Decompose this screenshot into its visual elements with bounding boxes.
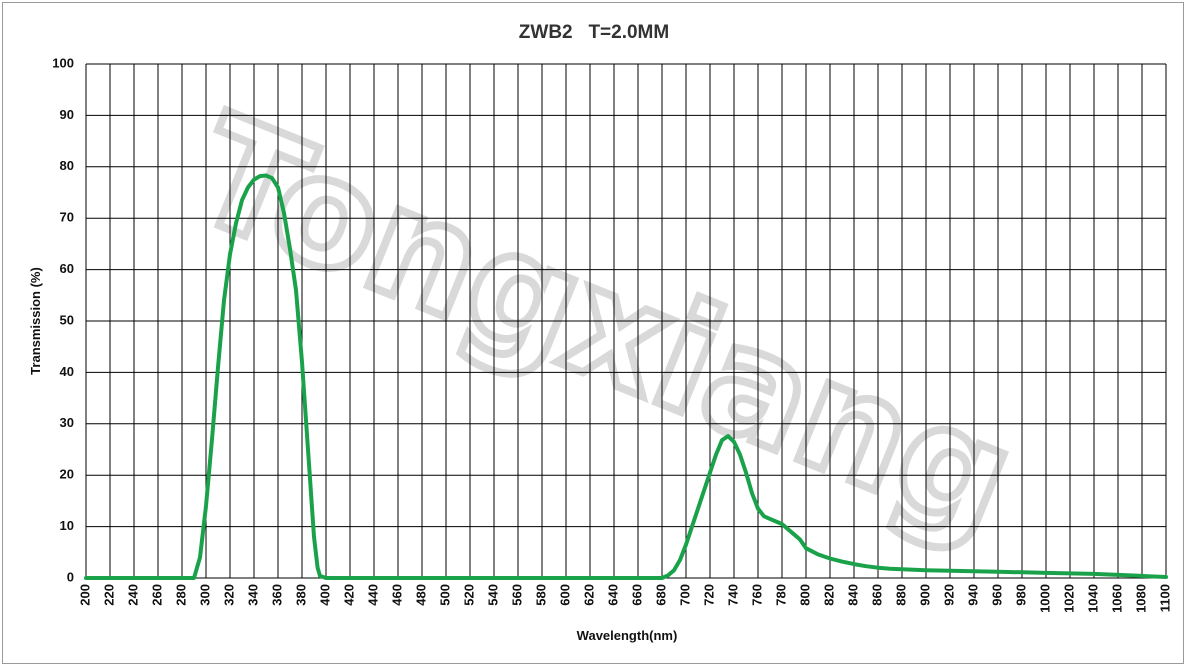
x-tick-label: 440 bbox=[365, 584, 380, 606]
x-tick-label: 1080 bbox=[1133, 584, 1148, 613]
x-tick-label: 780 bbox=[773, 584, 788, 606]
grid-lines bbox=[85, 63, 1167, 579]
x-tick-label: 680 bbox=[653, 584, 668, 606]
x-tick-label: 660 bbox=[629, 584, 644, 606]
x-tick-label: 460 bbox=[389, 584, 404, 606]
x-tick-label: 640 bbox=[605, 584, 620, 606]
x-tick-label: 800 bbox=[797, 584, 812, 606]
x-tick-label: 520 bbox=[461, 584, 476, 606]
x-axis-label: Wavelength(nm) bbox=[577, 628, 678, 643]
x-tick-label: 1040 bbox=[1085, 584, 1100, 613]
x-tick-labels: 200 220 240 260 280 300 320 340 360 380 400 420 440 4… bbox=[77, 584, 1172, 613]
x-tick-label: 340 bbox=[245, 584, 260, 606]
x-tick-label: 220 bbox=[101, 584, 116, 606]
x-tick-label: 940 bbox=[965, 584, 980, 606]
x-tick-label: 600 bbox=[557, 584, 572, 606]
x-tick-label: 200 bbox=[77, 584, 92, 606]
y-tick-label: 100 bbox=[52, 55, 74, 70]
x-tick-label: 580 bbox=[533, 584, 548, 606]
x-tick-label: 880 bbox=[893, 584, 908, 606]
x-tick-label: 1000 bbox=[1037, 584, 1052, 613]
series-layer bbox=[84, 173, 1168, 580]
y-tick-labels: 0 10 20 30 40 50 60 70 80 90 100 bbox=[52, 55, 74, 584]
x-tick-label: 500 bbox=[437, 584, 452, 606]
x-tick-label: 480 bbox=[413, 584, 428, 606]
y-tick-label: 40 bbox=[60, 364, 74, 379]
x-tick-label: 840 bbox=[845, 584, 860, 606]
y-tick-label: 70 bbox=[60, 210, 74, 225]
x-tick-label: 280 bbox=[173, 584, 188, 606]
x-tick-label: 1100 bbox=[1157, 584, 1172, 612]
x-tick-label: 240 bbox=[125, 584, 140, 606]
x-tick-label: 960 bbox=[989, 584, 1004, 606]
x-tick-label: 700 bbox=[677, 584, 692, 606]
x-tick-label: 980 bbox=[1013, 584, 1028, 606]
x-tick-label: 380 bbox=[293, 584, 308, 606]
y-tick-label: 90 bbox=[60, 107, 74, 122]
x-tick-label: 400 bbox=[317, 584, 332, 606]
y-tick-label: 60 bbox=[60, 261, 74, 276]
x-tick-label: 860 bbox=[869, 584, 884, 606]
y-tick-label: 20 bbox=[60, 467, 74, 482]
x-tick-label: 360 bbox=[269, 584, 284, 606]
y-tick-label: 30 bbox=[60, 415, 74, 430]
x-tick-label: 420 bbox=[341, 584, 356, 606]
y-tick-label: 0 bbox=[67, 569, 74, 584]
x-tick-label: 920 bbox=[941, 584, 956, 606]
x-tick-label: 620 bbox=[581, 584, 596, 606]
x-tick-label: 720 bbox=[701, 584, 716, 606]
y-axis-label: Transmission (%) bbox=[28, 267, 43, 375]
x-tick-label: 300 bbox=[197, 584, 212, 606]
x-tick-label: 820 bbox=[821, 584, 836, 606]
x-tick-label: 560 bbox=[509, 584, 524, 606]
x-tick-label: 260 bbox=[149, 584, 164, 606]
y-tick-label: 10 bbox=[60, 518, 74, 533]
y-tick-label: 50 bbox=[60, 312, 74, 327]
x-tick-label: 1020 bbox=[1061, 584, 1076, 613]
x-tick-label: 900 bbox=[917, 584, 932, 606]
x-tick-label: 540 bbox=[485, 584, 500, 606]
transmission-line bbox=[84, 173, 1168, 580]
x-tick-label: 740 bbox=[725, 584, 740, 606]
x-tick-label: 760 bbox=[749, 584, 764, 606]
x-tick-label: 320 bbox=[221, 584, 236, 606]
chart-title: ZWB2 T=2.0MM bbox=[519, 22, 669, 43]
x-tick-label: 1060 bbox=[1109, 584, 1124, 613]
y-tick-label: 80 bbox=[60, 158, 74, 173]
